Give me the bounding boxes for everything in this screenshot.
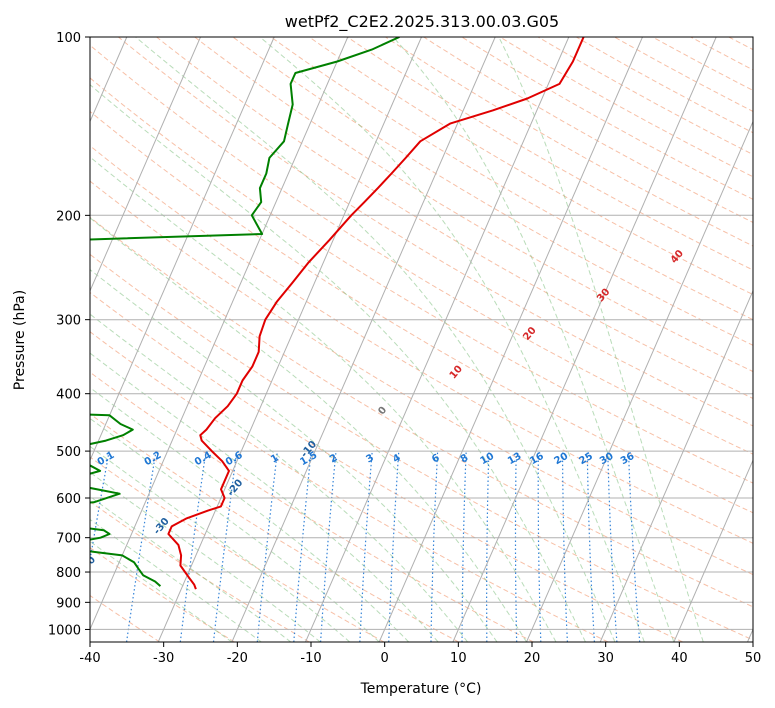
dry-adiabat-line [156,37,753,400]
dry-adiabat-line [90,110,753,514]
x-tick-label: 30 [597,651,614,666]
y-tick-label: 300 [56,314,81,329]
moist-adiabat-line [90,156,557,642]
moist-adiabat-line [90,84,586,642]
dry-adiabat-line [90,180,753,576]
isotherm-line [526,120,753,642]
dry-adiabat-line [347,37,753,271]
y-axis: 100 200 300 400 500 600 700 800 900 1000 [48,31,90,638]
dry-adiabat-line [385,37,753,247]
moist-adiabat-line [90,313,468,642]
grid [90,37,753,642]
moist-adiabat-line [90,445,351,642]
moist-adiabat-line [498,37,704,642]
isotherm-line [90,37,349,631]
chart-title: wetPf2_C2E2.2025.313.00.03.G05 [285,12,559,32]
dry-adiabat-line [90,413,459,642]
x-axis: -40 -30 -20 -10 0 10 20 30 40 50 [79,642,761,666]
moist-adiabat-line [90,217,527,642]
mixing-ratio-line [126,451,157,642]
y-tick-label: 1000 [48,623,81,638]
y-tick-label: 800 [56,566,81,581]
isotherm-line [452,37,717,642]
x-tick-label: 50 [745,651,762,666]
moist-adiabat-line [90,417,380,642]
moist-adiabat-line [90,471,321,642]
isotherm-line [157,37,422,642]
y-tick-label: 900 [56,596,81,611]
isotherm-line [599,289,753,642]
y-tick-label: 400 [56,388,81,403]
x-tick-label: -40 [79,651,100,666]
mixing-ratio-label: 2 [328,453,340,466]
dry-adiabat-line [118,37,753,427]
y-tick-label: 200 [56,209,81,224]
mixing-ratio-label: 6 [430,453,442,466]
isotherm-line [305,37,570,642]
y-tick-label: 700 [56,532,81,547]
x-tick-label: -10 [300,651,321,666]
dry-adiabat-label: -40 [78,555,98,576]
plot-frame [89,36,754,643]
x-tick-label: -20 [227,651,248,666]
dewpoint-line [90,37,400,587]
y-axis-label: Pressure (hPa) [12,290,28,390]
dry-adiabat-line [537,37,753,156]
dry-adiabat-line [499,37,753,178]
mixing-ratio-line [90,450,110,564]
dry-adiabat-line [90,331,609,642]
mixing-ratio-label: 8 [459,453,471,466]
mixing-ratio-label: 1 [269,453,281,466]
isotherm-line [378,37,643,642]
y-tick-label: 500 [56,445,81,460]
dry-adiabat-line [90,77,753,484]
x-tick-label: -30 [153,651,174,666]
mixing-ratio-line [179,451,207,642]
dry-adiabat-line [90,253,753,641]
moist-adiabat-line [259,37,645,642]
mixing-ratio-label: 3 [364,453,376,466]
y-tick-label: 100 [56,31,81,46]
temperature-line [167,37,585,590]
mixing-ratio-label: 4 [391,453,403,466]
moist-adiabat-line [90,352,439,642]
dry-adiabat-line [90,371,534,642]
isotherm-line [90,37,275,462]
dry-adiabat-line [232,37,753,346]
moist-adiabat-line [135,37,616,642]
isotherm-line [90,37,201,293]
isotherm-line [231,37,496,642]
x-tick-label: 20 [524,651,541,666]
x-tick-label: 40 [671,651,688,666]
isotherm-line [673,458,753,642]
x-tick-label: 10 [450,651,467,666]
series-lines [90,37,585,590]
mixing-ratio-line [212,451,238,642]
dry-adiabat-line [90,291,683,642]
moist-adiabat-line [90,540,233,642]
x-tick-label: 0 [381,651,389,666]
moist-adiabat-line [392,37,675,642]
dry-adiabat-line [194,37,753,373]
y-tick-label: 600 [56,492,81,507]
moist-adiabat-line [90,269,498,642]
dry-adiabat-line [90,44,753,455]
dry-adiabat-line [270,37,753,321]
x-axis-label: Temperature (°C) [360,681,482,697]
